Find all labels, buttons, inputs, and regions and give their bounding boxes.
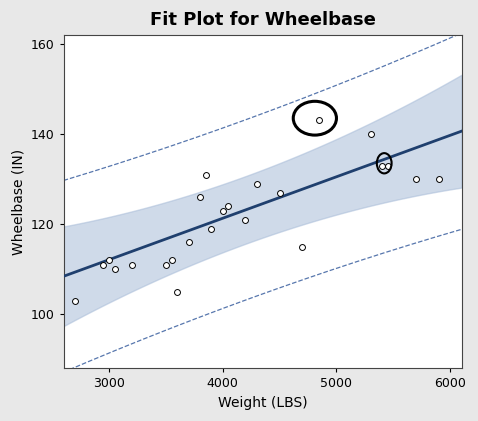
Point (71, 297, 79, 304)
Point (242, 216, 250, 223)
Title: Fit Plot for Wheelbase: Fit Plot for Wheelbase (150, 11, 376, 29)
Point (367, 131, 374, 137)
Point (225, 203, 232, 209)
Point (315, 117, 323, 124)
Y-axis label: Wheelbase (IN): Wheelbase (IN) (11, 149, 25, 255)
Point (276, 189, 283, 196)
Point (202, 171, 209, 178)
Point (185, 239, 193, 245)
Point (162, 261, 170, 268)
Point (99, 261, 107, 268)
Point (174, 288, 181, 295)
Point (168, 257, 175, 264)
Point (435, 176, 443, 182)
Point (253, 180, 261, 187)
Point (111, 266, 119, 272)
Point (299, 243, 306, 250)
Point (219, 207, 227, 214)
Point (196, 194, 204, 200)
Point (207, 225, 215, 232)
Point (384, 162, 391, 169)
Point (378, 162, 386, 169)
Point (412, 176, 420, 182)
X-axis label: Weight (LBS): Weight (LBS) (218, 396, 307, 410)
Point (128, 261, 136, 268)
Point (105, 257, 113, 264)
